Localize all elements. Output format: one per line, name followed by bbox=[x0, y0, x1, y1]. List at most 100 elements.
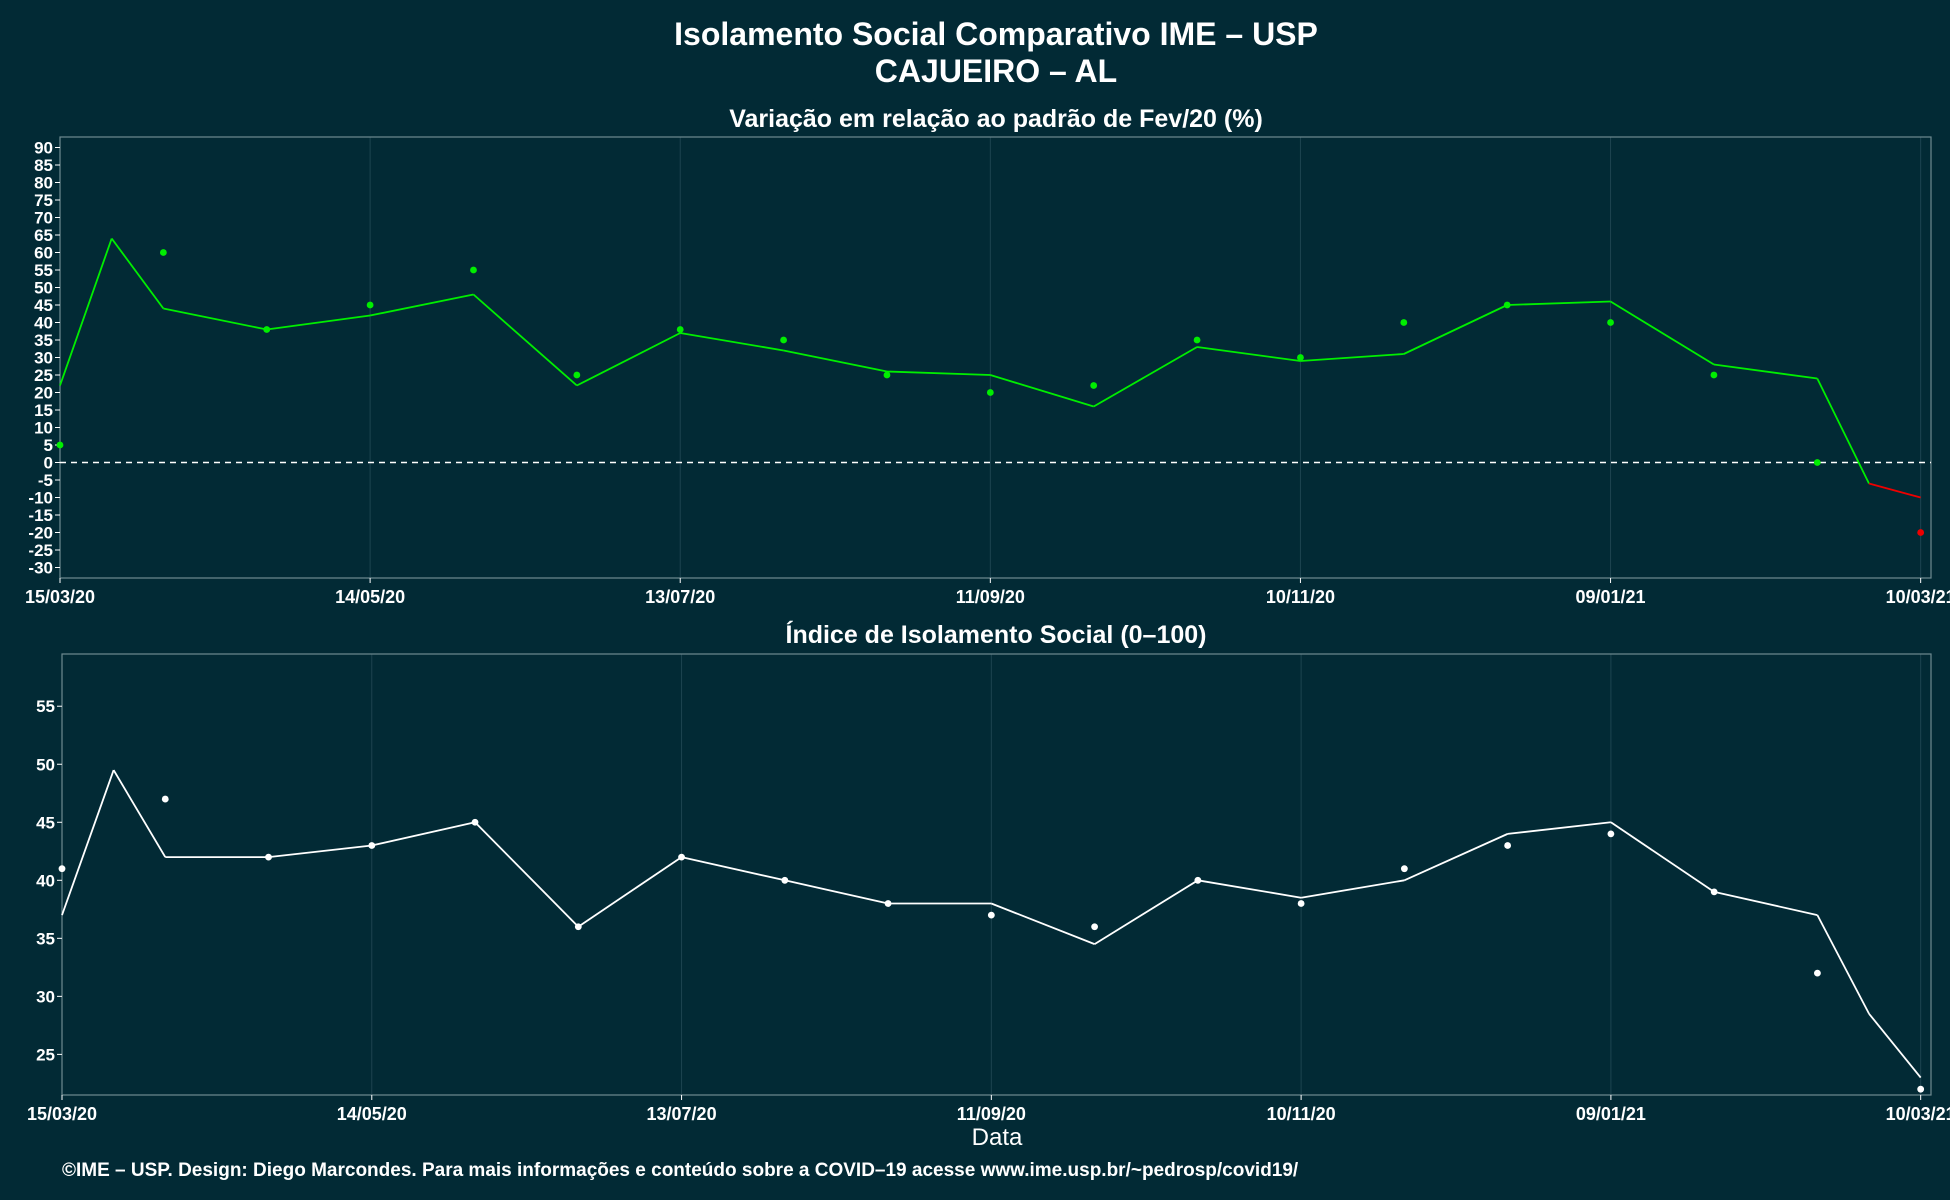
data-point bbox=[1194, 876, 1202, 884]
y-tick-label: 25 bbox=[34, 366, 53, 385]
panel-border bbox=[61, 653, 1932, 1096]
moving-average-segment bbox=[783, 349, 888, 373]
moving-average-segment bbox=[1713, 891, 1818, 916]
x-tick-label: 14/05/20 bbox=[337, 1104, 407, 1124]
index-panel-title: Índice de Isolamento Social (0–100) bbox=[786, 620, 1207, 649]
x-tick-label: 10/11/20 bbox=[1267, 1104, 1336, 1124]
variation-panel: Variação em relação ao padrão de Fev/20 … bbox=[25, 105, 1950, 607]
data-point bbox=[1607, 319, 1614, 326]
y-tick-label: -20 bbox=[28, 524, 53, 543]
moving-average-segment bbox=[266, 314, 371, 331]
data-point bbox=[265, 853, 272, 861]
y-tick-label: 90 bbox=[34, 139, 53, 158]
x-tick-label: 09/01/21 bbox=[1576, 1104, 1646, 1124]
data-point bbox=[1813, 459, 1821, 466]
moving-average-segment bbox=[991, 902, 1095, 945]
index-panel: Índice de Isolamento Social (0–100) 25 30… bbox=[27, 620, 1950, 1124]
moving-average-segment bbox=[990, 374, 1094, 408]
y-tick-label: -30 bbox=[28, 559, 53, 578]
y-tick-label: 5 bbox=[44, 436, 53, 455]
data-point bbox=[780, 336, 787, 344]
y-tick-label: 30 bbox=[34, 349, 53, 368]
y-tick-label: 65 bbox=[34, 226, 53, 245]
x-tick-label: 13/07/20 bbox=[645, 587, 715, 607]
moving-average-segment bbox=[784, 879, 889, 905]
y-tick-label: 35 bbox=[36, 929, 55, 948]
data-point bbox=[56, 441, 64, 449]
footer-credit: ©IME – USP. Design: Diego Marcondes. Par… bbox=[62, 1160, 1299, 1181]
figure-subtitle: CAJUEIRO – AL bbox=[875, 53, 1117, 89]
x-tick-label: 11/09/20 bbox=[957, 1104, 1026, 1124]
moving-average-segment bbox=[1507, 300, 1611, 306]
moving-average-segment bbox=[886, 370, 991, 376]
data-point bbox=[471, 818, 479, 826]
moving-average-segment bbox=[369, 293, 474, 317]
data-point bbox=[573, 371, 581, 379]
y-tick-label: 45 bbox=[36, 813, 55, 832]
moving-average-segment bbox=[1610, 300, 1715, 366]
y-tick-label: -15 bbox=[28, 506, 53, 525]
moving-average-segment bbox=[112, 769, 167, 858]
y-tick-label: 55 bbox=[36, 697, 55, 716]
data-point bbox=[986, 389, 994, 396]
y-tick-label: -10 bbox=[28, 489, 53, 508]
x-tick-label: 09/01/21 bbox=[1576, 587, 1646, 607]
data-point bbox=[1814, 969, 1821, 977]
y-tick-label: 0 bbox=[44, 454, 53, 473]
x-tick-label: 10/03/21 bbox=[1886, 1104, 1950, 1124]
moving-average-segment bbox=[371, 821, 476, 847]
data-point bbox=[781, 876, 789, 884]
moving-average-segment bbox=[1093, 346, 1198, 408]
data-point bbox=[470, 266, 477, 274]
x-tick-label: 10/11/20 bbox=[1266, 587, 1335, 607]
moving-average-segment bbox=[680, 332, 784, 352]
data-point bbox=[1400, 319, 1408, 326]
x-tick-label: 10/03/21 bbox=[1886, 587, 1950, 607]
moving-average-segment bbox=[472, 293, 578, 387]
y-tick-label: 20 bbox=[34, 384, 53, 403]
data-point bbox=[574, 923, 582, 931]
moving-average-segment bbox=[1403, 304, 1508, 355]
data-point bbox=[161, 795, 169, 803]
data-point bbox=[1607, 830, 1615, 838]
y-tick-label: -25 bbox=[28, 541, 53, 560]
data-point bbox=[1297, 354, 1304, 361]
data-point bbox=[368, 842, 376, 849]
data-point bbox=[159, 249, 167, 256]
data-point bbox=[1091, 923, 1098, 931]
moving-average-segment bbox=[59, 238, 113, 386]
y-tick-label: 25 bbox=[36, 1045, 55, 1064]
moving-average-segment bbox=[110, 237, 165, 310]
moving-average-segment bbox=[268, 844, 372, 858]
y-tick-label: 15 bbox=[34, 401, 53, 420]
moving-average-segment bbox=[1300, 879, 1405, 899]
data-point bbox=[1090, 382, 1098, 389]
y-tick-label: 35 bbox=[34, 331, 53, 350]
x-tick-label: 11/09/20 bbox=[956, 587, 1025, 607]
moving-average-segment bbox=[61, 769, 115, 916]
data-point bbox=[987, 911, 995, 919]
moving-average-segment bbox=[1868, 482, 1921, 499]
moving-average-segment bbox=[1196, 346, 1301, 362]
moving-average-segment bbox=[1713, 363, 1818, 380]
data-point bbox=[1917, 529, 1925, 536]
data-point bbox=[263, 326, 271, 333]
data-point bbox=[883, 371, 891, 379]
x-axis-title: Data bbox=[972, 1124, 1023, 1151]
y-tick-label: 10 bbox=[34, 419, 53, 438]
data-point bbox=[678, 853, 685, 861]
moving-average-segment bbox=[1816, 914, 1870, 1015]
data-point bbox=[1193, 336, 1201, 344]
moving-average-segment bbox=[474, 821, 579, 928]
data-point bbox=[1917, 1085, 1925, 1093]
data-point bbox=[58, 865, 66, 873]
moving-average-segment bbox=[1507, 821, 1611, 835]
moving-average-segment bbox=[576, 332, 681, 387]
data-point bbox=[1503, 301, 1511, 309]
y-tick-label: 50 bbox=[36, 755, 55, 774]
y-tick-label: 75 bbox=[34, 191, 53, 210]
variation-panel-title: Variação em relação ao padrão de Fev/20 … bbox=[729, 105, 1263, 133]
data-point bbox=[676, 326, 684, 333]
y-tick-label: 55 bbox=[34, 261, 53, 280]
y-tick-label: 30 bbox=[36, 987, 55, 1006]
